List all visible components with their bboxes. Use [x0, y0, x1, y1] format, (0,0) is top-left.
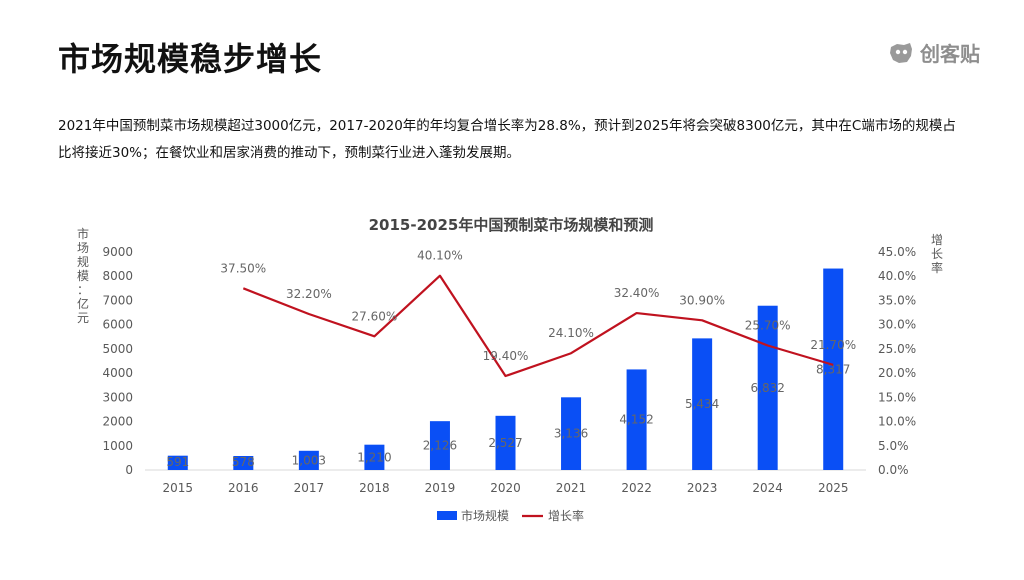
x-tick-label: 2015 [162, 481, 193, 495]
right-axis-label: 增长率 [931, 233, 943, 275]
right-tick-label: 25.0% [878, 342, 916, 356]
right-tick-label: 5.0% [878, 439, 909, 453]
bar [429, 421, 450, 470]
axis-title-char: 增 [931, 233, 943, 247]
line-series [242, 274, 834, 378]
chart-title: 2015-2025年中国预制菜市场规模和预测 [369, 216, 654, 234]
x-axis-ticks: 2015 2016 2017 2018 2019 2020 2021 2022 2023 2024… [162, 481, 848, 495]
bar-data-label: 6,832 [751, 381, 785, 395]
bar-data-label: 4,152 [619, 413, 653, 427]
line-data-label: 19.40% [483, 349, 529, 363]
bar-data-label: 1,210 [357, 450, 391, 464]
left-tick-label: 9000 [102, 245, 133, 259]
axis-title-char: 元 [77, 311, 89, 325]
x-tick-label: 2016 [228, 481, 259, 495]
left-tick-label: 1000 [102, 439, 133, 453]
legend-label: 增长率 [548, 508, 584, 523]
axis-title-char: 长 [931, 247, 943, 261]
left-tick-label: 8000 [102, 269, 133, 283]
axis-title-char: 亿 [77, 296, 89, 311]
bar [495, 415, 516, 470]
left-tick-label: 0 [125, 463, 133, 477]
creative-logo-icon [890, 42, 912, 63]
bar-data-label: 5,434 [685, 397, 719, 411]
right-tick-label: 30.0% [878, 318, 916, 332]
right-tick-label: 20.0% [878, 366, 916, 380]
bar [823, 268, 844, 470]
bar [626, 369, 647, 470]
growth-line [242, 274, 834, 378]
bar [364, 444, 385, 470]
bar [233, 455, 254, 470]
axis-title-char: 市 [77, 226, 89, 241]
x-tick-label: 2018 [359, 481, 390, 495]
right-axis-ticks: 0.0% 5.0% 10.0% 15.0% 20.0% 25.0% 30.0% 35.0% 40… [878, 245, 916, 477]
x-tick-label: 2021 [556, 481, 587, 495]
chart-container: 2015-2025年中国预制菜市场规模和预测 市场规模：亿元 增长率 0 1000… [0, 200, 1024, 576]
right-tick-label: 15.0% [878, 390, 916, 404]
bar [561, 397, 582, 470]
axis-title-char: 场 [77, 241, 89, 255]
axis-title-char: 规 [77, 254, 89, 269]
left-tick-label: 7000 [102, 293, 133, 307]
x-tick-label: 2025 [818, 481, 849, 495]
line-data-label: 37.50% [220, 261, 266, 275]
line-data-label: 32.40% [614, 286, 660, 300]
bar-data-labels: 591 578 1,003 1,210 2,126 2,527 3,136 4,152 5,43… [166, 362, 850, 469]
axis-title-char: 率 [931, 260, 943, 275]
chart-legend: 市场规模 增长率 [437, 508, 584, 523]
brand-logo[interactable]: 创客贴 [888, 38, 980, 67]
bar-data-label: 2,527 [488, 436, 522, 450]
x-tick-label: 2017 [294, 481, 325, 495]
x-tick-label: 2024 [752, 481, 783, 495]
x-tick-label: 2020 [490, 481, 521, 495]
right-tick-label: 40.0% [878, 269, 916, 283]
axis-title-char: ： [77, 283, 89, 297]
bar-series [167, 268, 844, 470]
page-title: 市场规模稳步增长 [58, 40, 323, 78]
left-tick-label: 5000 [102, 342, 133, 356]
bar-data-label: 8,317 [816, 362, 850, 376]
description-text: 2021年中国预制菜市场规模超过3000亿元，2017-2020年的年均复合增长… [58, 118, 956, 161]
logo-text: 创客贴 [920, 42, 980, 66]
right-tick-label: 10.0% [878, 415, 916, 429]
line-data-label: 40.10% [417, 249, 463, 263]
left-axis-ticks: 0 1000 2000 3000 4000 5000 6000 7000 8000 9000 [102, 245, 133, 477]
line-data-label: 25.70% [745, 318, 791, 332]
x-tick-label: 2022 [621, 481, 652, 495]
legend-label: 市场规模 [461, 508, 509, 523]
x-tick-label: 2019 [425, 481, 456, 495]
line-data-labels: 37.50% 32.20% 27.60% 40.10% 19.40% 24.10% 32.4… [220, 249, 856, 363]
line-data-label: 27.60% [352, 309, 398, 323]
right-tick-label: 35.0% [878, 293, 916, 307]
left-tick-label: 3000 [102, 390, 133, 404]
left-tick-label: 2000 [102, 415, 133, 429]
line-data-label: 24.10% [548, 326, 594, 340]
chart-svg: 2015-2025年中国预制菜市场规模和预测 市场规模：亿元 增长率 01000… [77, 216, 943, 523]
x-tick-label: 2023 [687, 481, 718, 495]
bar [298, 450, 319, 470]
bar-data-label: 2,126 [423, 439, 457, 453]
left-tick-label: 4000 [102, 366, 133, 380]
bar [167, 455, 188, 470]
bar-data-label: 3,136 [554, 427, 588, 441]
line-data-label: 21.70% [810, 338, 856, 352]
right-tick-label: 45.0% [878, 245, 916, 259]
axis-title-char: 模 [77, 269, 89, 283]
bar-data-label: 578 [232, 455, 255, 469]
bar-data-label: 591 [166, 455, 189, 469]
line-data-label: 32.20% [286, 287, 332, 301]
bar-data-label: 1,003 [292, 453, 326, 467]
left-tick-label: 6000 [102, 318, 133, 332]
line-data-label: 30.90% [679, 293, 725, 307]
left-axis-label: 市场规模：亿元 [77, 226, 89, 325]
legend-swatch-bar [437, 511, 457, 520]
bar [692, 338, 713, 470]
right-tick-label: 0.0% [878, 463, 909, 477]
